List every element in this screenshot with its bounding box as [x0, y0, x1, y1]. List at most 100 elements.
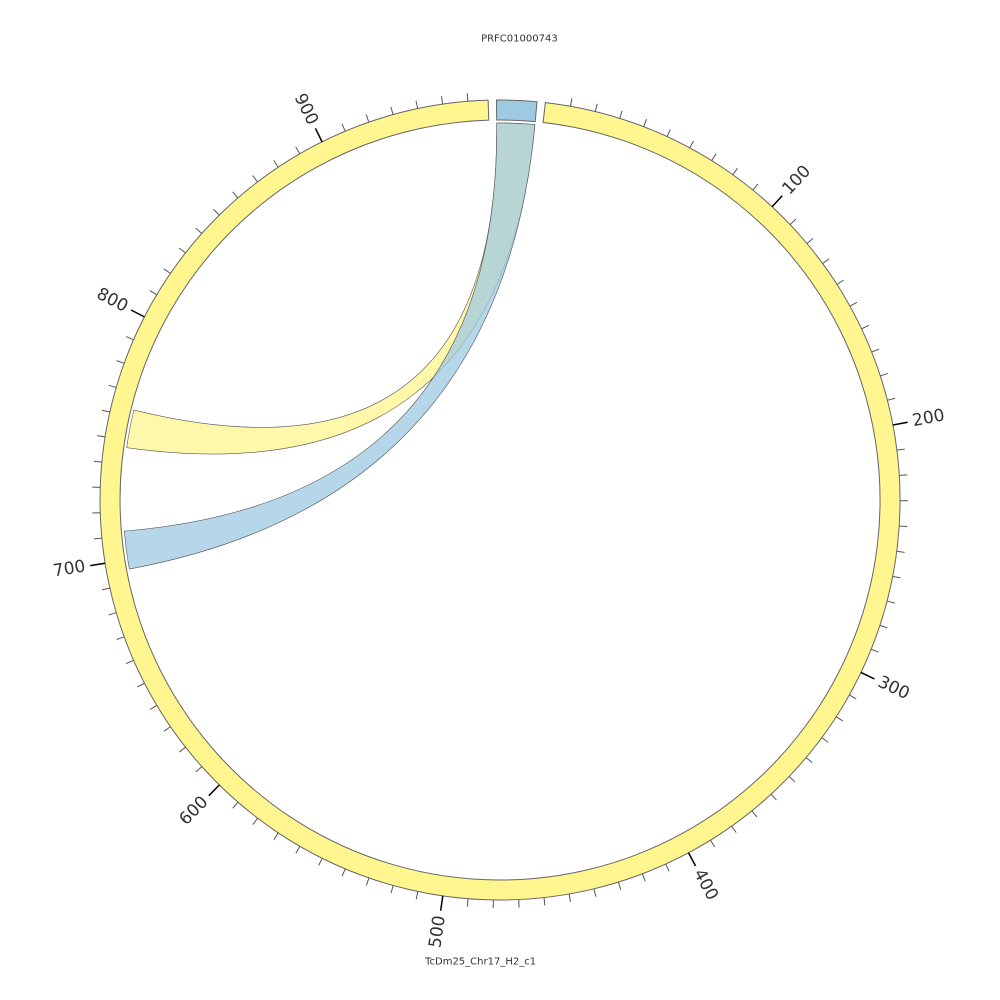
minor-tick	[178, 247, 186, 254]
major-tick	[439, 895, 444, 911]
minor-tick	[213, 209, 220, 216]
major-tick	[314, 127, 323, 143]
minor-tick	[871, 348, 880, 353]
minor-tick	[861, 324, 869, 330]
minor-tick	[163, 726, 171, 732]
tick-label: 400	[689, 866, 722, 904]
minor-tick	[466, 898, 469, 907]
minor-tick	[821, 737, 829, 743]
major-tick	[208, 784, 220, 797]
tick-label: 700	[52, 557, 87, 582]
tick-label: 500	[425, 914, 449, 949]
minor-tick	[108, 612, 117, 616]
minor-tick	[252, 175, 258, 183]
major-tick	[860, 671, 875, 680]
minor-tick	[195, 227, 203, 234]
minor-tick	[879, 624, 888, 629]
minor-tick	[666, 129, 671, 137]
minor-tick	[641, 873, 646, 882]
minor-tick	[886, 600, 895, 604]
minor-tick	[149, 290, 157, 296]
minor-tick	[232, 801, 239, 809]
minor-tick	[295, 846, 301, 854]
minor-tick	[116, 360, 125, 364]
link-ribbon	[123, 122, 536, 570]
segment-arc	[496, 99, 538, 123]
minor-tick	[163, 268, 171, 274]
minor-tick	[892, 575, 901, 579]
minor-tick	[178, 746, 186, 753]
minor-tick	[466, 93, 469, 102]
minor-tick	[126, 659, 134, 665]
minor-tick	[835, 716, 844, 722]
minor-tick	[149, 704, 158, 710]
minor-tick	[93, 537, 102, 540]
minor-tick	[836, 279, 844, 285]
minor-tick	[896, 550, 905, 553]
minor-tick	[751, 810, 758, 818]
tick-label: 100	[778, 162, 815, 199]
minor-tick	[341, 868, 346, 877]
minor-tick	[899, 525, 908, 528]
segment-label: PRFC01000743	[481, 33, 558, 44]
minor-tick	[789, 218, 797, 225]
major-tick	[892, 421, 908, 426]
major-tick	[687, 852, 697, 867]
minor-tick	[849, 694, 857, 700]
minor-tick	[731, 825, 737, 833]
minor-tick	[543, 897, 546, 906]
minor-tick	[365, 114, 370, 123]
minor-tick	[665, 863, 670, 872]
minor-tick	[594, 103, 598, 112]
minor-tick	[252, 817, 259, 825]
minor-tick	[93, 460, 102, 463]
segment-label: TcDm25_Chr17_H2_c1	[424, 957, 536, 968]
minor-tick	[195, 766, 203, 773]
minor-tick	[870, 648, 879, 653]
minor-tick	[415, 891, 419, 900]
minor-tick	[593, 888, 597, 897]
minor-tick	[643, 119, 648, 127]
minor-tick	[711, 153, 717, 161]
minor-tick	[273, 832, 279, 840]
link-ribbon	[126, 122, 536, 455]
minor-tick	[318, 858, 323, 866]
minor-tick	[137, 682, 145, 688]
minor-tick	[806, 238, 814, 244]
minor-tick	[770, 793, 777, 801]
tick-label: 900	[290, 90, 322, 128]
tick-label: 300	[875, 672, 913, 704]
minor-tick	[273, 160, 279, 168]
tick-label: 200	[911, 405, 947, 431]
minor-tick	[295, 146, 301, 155]
minor-tick	[710, 839, 716, 848]
minor-tick	[569, 98, 573, 107]
minor-tick	[108, 384, 117, 388]
major-tick	[771, 195, 783, 208]
minor-tick	[880, 372, 889, 377]
minor-tick	[896, 448, 905, 451]
minor-tick	[822, 258, 830, 264]
minor-tick	[390, 885, 394, 894]
minor-tick	[752, 183, 759, 191]
minor-tick	[232, 191, 239, 199]
minor-tick	[97, 435, 106, 438]
minor-tick	[101, 409, 110, 413]
minor-tick	[689, 140, 694, 149]
minor-tick	[101, 587, 110, 591]
minor-tick	[441, 96, 444, 105]
minor-tick	[732, 167, 738, 176]
segment-arc	[99, 99, 901, 901]
minor-tick	[341, 123, 346, 132]
minor-tick	[619, 110, 623, 119]
minor-tick	[415, 100, 419, 109]
tick-label: 800	[93, 284, 131, 317]
minor-tick	[617, 881, 622, 890]
minor-tick	[116, 636, 125, 640]
minor-tick	[365, 877, 370, 886]
minor-tick	[849, 301, 858, 307]
minor-tick	[390, 106, 394, 115]
minor-tick	[887, 397, 896, 401]
minor-tick	[125, 336, 134, 341]
